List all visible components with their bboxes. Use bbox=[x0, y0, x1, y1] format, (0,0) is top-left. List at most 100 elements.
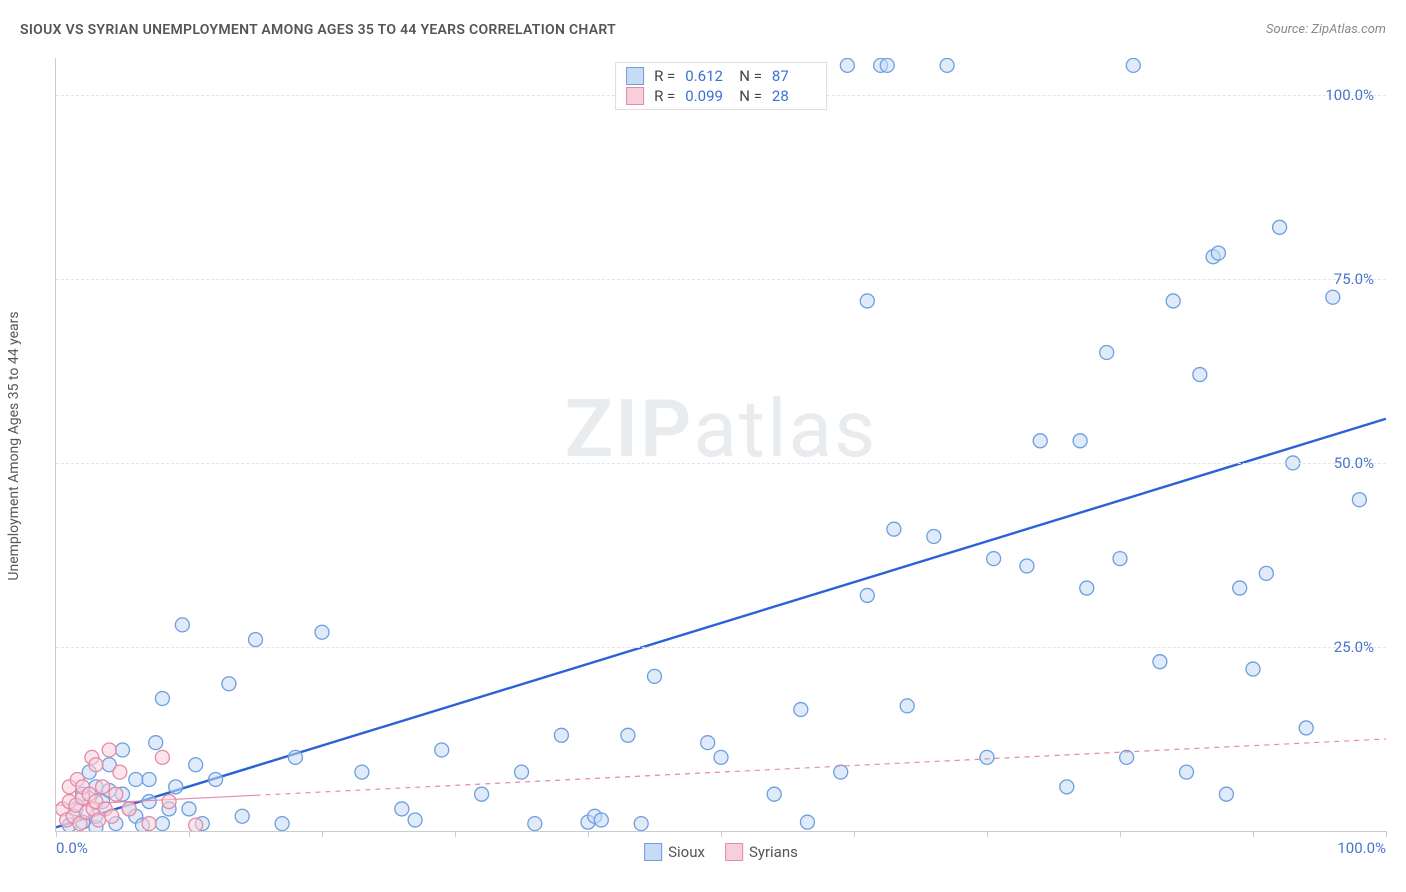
x-tick-mark bbox=[588, 831, 589, 837]
scatter-point bbox=[1100, 345, 1114, 359]
scatter-point bbox=[1246, 662, 1260, 676]
scatter-point bbox=[1259, 566, 1273, 580]
scatter-point bbox=[149, 736, 163, 750]
y-tick-label: 75.0% bbox=[1334, 270, 1374, 288]
scatter-point bbox=[1033, 434, 1047, 448]
legend-swatch bbox=[644, 843, 662, 861]
scatter-point bbox=[235, 809, 249, 823]
legend-series-label: Sioux bbox=[668, 843, 705, 861]
scatter-point bbox=[155, 817, 169, 831]
scatter-point bbox=[395, 802, 409, 816]
scatter-point bbox=[89, 758, 103, 772]
scatter-point bbox=[1153, 655, 1167, 669]
x-tick-mark bbox=[189, 831, 190, 837]
scatter-point bbox=[116, 743, 130, 757]
legend-series-label: Syrians bbox=[749, 843, 798, 861]
scatter-point bbox=[880, 58, 894, 72]
scatter-point bbox=[980, 750, 994, 764]
x-tick-mark bbox=[1253, 831, 1254, 837]
scatter-point bbox=[175, 618, 189, 632]
legend-swatch bbox=[626, 67, 644, 85]
legend-n-label: N = bbox=[739, 67, 762, 85]
legend-n-value: 87 bbox=[772, 67, 816, 85]
legend-r-label: R = bbox=[654, 67, 675, 85]
scatter-point bbox=[900, 699, 914, 713]
x-tick-mark bbox=[322, 831, 323, 837]
scatter-point bbox=[169, 780, 183, 794]
scatter-point bbox=[105, 809, 119, 823]
legend-r-value: 0.612 bbox=[685, 67, 729, 85]
scatter-point bbox=[288, 750, 302, 764]
scatter-point bbox=[435, 743, 449, 757]
gridline bbox=[56, 279, 1386, 280]
legend-item: Sioux bbox=[644, 843, 705, 861]
scatter-point bbox=[122, 802, 136, 816]
scatter-point bbox=[834, 765, 848, 779]
x-tick-mark bbox=[854, 831, 855, 837]
scatter-point bbox=[275, 817, 289, 831]
y-tick-label: 25.0% bbox=[1334, 638, 1374, 656]
correlation-legend: R =0.612N =87R =0.099N =28 bbox=[615, 62, 827, 110]
scatter-point bbox=[701, 736, 715, 750]
legend-n-value: 28 bbox=[772, 87, 816, 105]
trend-line bbox=[256, 739, 1387, 795]
scatter-point bbox=[1326, 290, 1340, 304]
scatter-point bbox=[315, 625, 329, 639]
x-tick-label: 100.0% bbox=[1337, 839, 1386, 857]
series-legend: Sioux Syrians bbox=[644, 843, 798, 861]
scatter-point bbox=[940, 58, 954, 72]
scatter-point bbox=[222, 677, 236, 691]
x-tick-mark bbox=[721, 831, 722, 837]
scatter-point bbox=[1126, 58, 1140, 72]
scatter-point bbox=[129, 772, 143, 786]
scatter-point bbox=[887, 522, 901, 536]
scatter-point bbox=[794, 703, 808, 717]
scatter-point bbox=[1299, 721, 1313, 735]
scatter-point bbox=[528, 817, 542, 831]
scatter-point bbox=[621, 728, 635, 742]
y-tick-label: 50.0% bbox=[1334, 454, 1374, 472]
scatter-point bbox=[1352, 493, 1366, 507]
scatter-point bbox=[249, 633, 263, 647]
scatter-point bbox=[189, 758, 203, 772]
x-tick-mark bbox=[1120, 831, 1121, 837]
scatter-point bbox=[142, 817, 156, 831]
scatter-point bbox=[1233, 581, 1247, 595]
scatter-point bbox=[142, 795, 156, 809]
scatter-point bbox=[109, 787, 123, 801]
scatter-point bbox=[209, 772, 223, 786]
source-label: Source: ZipAtlas.com bbox=[1266, 22, 1386, 37]
scatter-point bbox=[113, 765, 127, 779]
x-tick-mark bbox=[987, 831, 988, 837]
legend-n-label: N = bbox=[739, 87, 762, 105]
scatter-plot bbox=[56, 58, 1386, 831]
scatter-point bbox=[1180, 765, 1194, 779]
scatter-point bbox=[927, 530, 941, 544]
scatter-point bbox=[1211, 246, 1225, 260]
chart-title: SIOUX VS SYRIAN UNEMPLOYMENT AMONG AGES … bbox=[20, 22, 616, 38]
scatter-point bbox=[840, 58, 854, 72]
x-tick-label: 0.0% bbox=[56, 839, 88, 857]
scatter-point bbox=[634, 817, 648, 831]
scatter-point bbox=[475, 787, 489, 801]
scatter-point bbox=[767, 787, 781, 801]
scatter-point bbox=[987, 552, 1001, 566]
scatter-point bbox=[1080, 581, 1094, 595]
scatter-point bbox=[714, 750, 728, 764]
plot-area: ZIPatlas R =0.612N =87R =0.099N =28 Siou… bbox=[55, 58, 1386, 832]
scatter-point bbox=[155, 691, 169, 705]
scatter-point bbox=[142, 772, 156, 786]
scatter-point bbox=[355, 765, 369, 779]
y-tick-label: 100.0% bbox=[1325, 86, 1374, 104]
scatter-point bbox=[1219, 787, 1233, 801]
scatter-point bbox=[1073, 434, 1087, 448]
gridline bbox=[56, 647, 1386, 648]
scatter-point bbox=[162, 795, 176, 809]
scatter-point bbox=[1166, 294, 1180, 308]
scatter-point bbox=[182, 802, 196, 816]
scatter-point bbox=[1193, 368, 1207, 382]
scatter-point bbox=[155, 750, 169, 764]
x-tick-mark bbox=[1386, 831, 1387, 837]
scatter-point bbox=[860, 294, 874, 308]
scatter-point bbox=[515, 765, 529, 779]
